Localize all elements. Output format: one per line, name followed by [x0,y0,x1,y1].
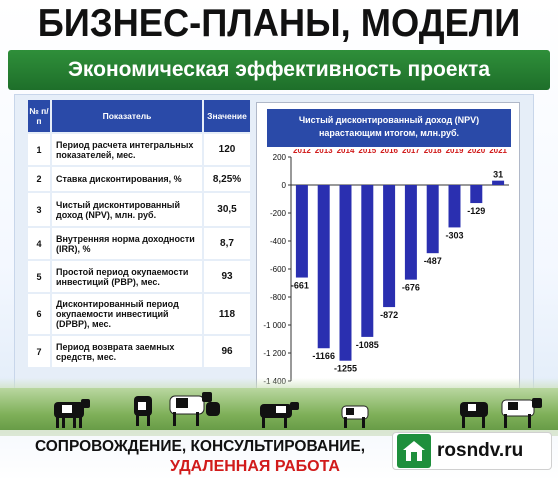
row-label: Период расчета интегральных показателей,… [50,132,204,167]
cow-illustration [134,396,152,426]
data-label: -676 [402,283,420,293]
y-tick-label: 200 [273,153,287,162]
row-number: 2 [26,165,52,193]
row-label: Дисконтированный период окупаемости инве… [50,292,204,336]
table-row: 7 Период возврата заемных средств, мес. … [26,334,252,369]
row-value: 8,25% [202,165,252,193]
bar [470,185,483,204]
row-number: 1 [26,132,52,167]
x-tick-label: 2020 [467,149,485,155]
npv-chart: Чистый дисконтированный доход (NPV) нара… [256,102,520,394]
table-row: 4 Внутренняя норма доходности (IRR), % 8… [26,226,252,261]
row-value: 93 [202,259,252,294]
x-tick-label: 2013 [315,149,333,155]
data-label: -303 [445,230,463,240]
table-row: 2 Ставка дисконтирования, % 8,25% [26,165,252,193]
y-tick-label: -1 000 [263,321,286,330]
table-row: 3 Чистый дисконтированный доход (NPV), м… [26,191,252,228]
row-number: 5 [26,259,52,294]
x-tick-label: 2019 [446,149,464,155]
row-number: 7 [26,334,52,369]
table-row: 6 Дисконтированный период окупаемости ин… [26,292,252,336]
y-tick-label: 0 [282,181,287,190]
y-tick-label: -1 200 [263,349,286,358]
footer-services-text: СОПРОВОЖДЕНИЕ, КОНСУЛЬТИРОВАНИЕ, [34,438,366,455]
data-label: -1255 [334,364,357,374]
bar [339,185,352,361]
data-label: -1085 [356,340,379,350]
cow-illustration [260,402,299,428]
table-row: 5 Простой период окупаемости инвестиций … [26,259,252,294]
bar [492,180,505,185]
row-value: 96 [202,334,252,369]
bar [448,185,461,228]
x-tick-label: 2021 [489,149,507,155]
row-label: Чистый дисконтированный доход (NPV), млн… [50,191,204,228]
row-number: 6 [26,292,52,336]
col-header-number: № п/п [26,98,52,134]
chart-title: Чистый дисконтированный доход (NPV) нара… [267,109,511,147]
row-label: Ставка дисконтирования, % [50,165,204,193]
x-tick-label: 2018 [424,149,442,155]
row-label: Внутренняя норма доходности (IRR), % [50,226,204,261]
cow-illustration [460,398,542,428]
subtitle-banner: Экономическая эффективность проекта [8,50,550,90]
x-tick-label: 2012 [293,149,311,155]
site-name: rosndv.ru [437,440,524,461]
row-value: 8,7 [202,226,252,261]
bar [295,185,308,278]
bar [317,185,330,349]
x-tick-label: 2014 [337,149,355,155]
bar [383,185,396,308]
row-value: 120 [202,132,252,167]
bar [426,185,439,254]
parameters-table: № п/п Показатель Значение 1 Период расче… [26,98,252,369]
data-label: -661 [291,281,309,291]
col-header-indicator: Показатель [50,98,204,134]
data-label: -1166 [312,351,335,361]
y-tick-label: -800 [270,293,287,302]
site-watermark[interactable]: rosndv.ru [392,432,552,470]
cow-illustration [169,392,220,426]
y-tick-label: -600 [270,265,287,274]
row-label: Период возврата заемных средств, мес. [50,334,204,369]
page-title: БИЗНЕС-ПЛАНЫ, МОДЕЛИ [37,2,521,45]
row-label: Простой период окупаемости инвестиций (P… [50,259,204,294]
table-row: 1 Период расчета интегральных показателе… [26,132,252,167]
row-value: 30,5 [202,191,252,228]
row-value: 118 [202,292,252,336]
cow-illustration [341,405,369,428]
y-tick-label: -400 [270,237,287,246]
cow-illustration [54,399,90,428]
x-tick-label: 2015 [358,149,376,155]
x-tick-label: 2016 [380,149,398,155]
col-header-value: Значение [202,98,252,134]
row-number: 4 [26,226,52,261]
x-tick-label: 2017 [402,149,420,155]
house-icon [397,434,431,468]
bar [361,185,374,337]
row-number: 3 [26,191,52,228]
y-tick-label: -200 [270,209,287,218]
table-header-row: № п/п Показатель Значение [26,98,252,134]
footer-remote-work-text: УДАЛЕННАЯ РАБОТА [170,458,340,475]
bar [404,185,417,280]
data-label: -487 [424,256,442,266]
data-label: 31 [493,170,503,180]
data-label: -872 [380,310,398,320]
data-label: -129 [467,206,485,216]
